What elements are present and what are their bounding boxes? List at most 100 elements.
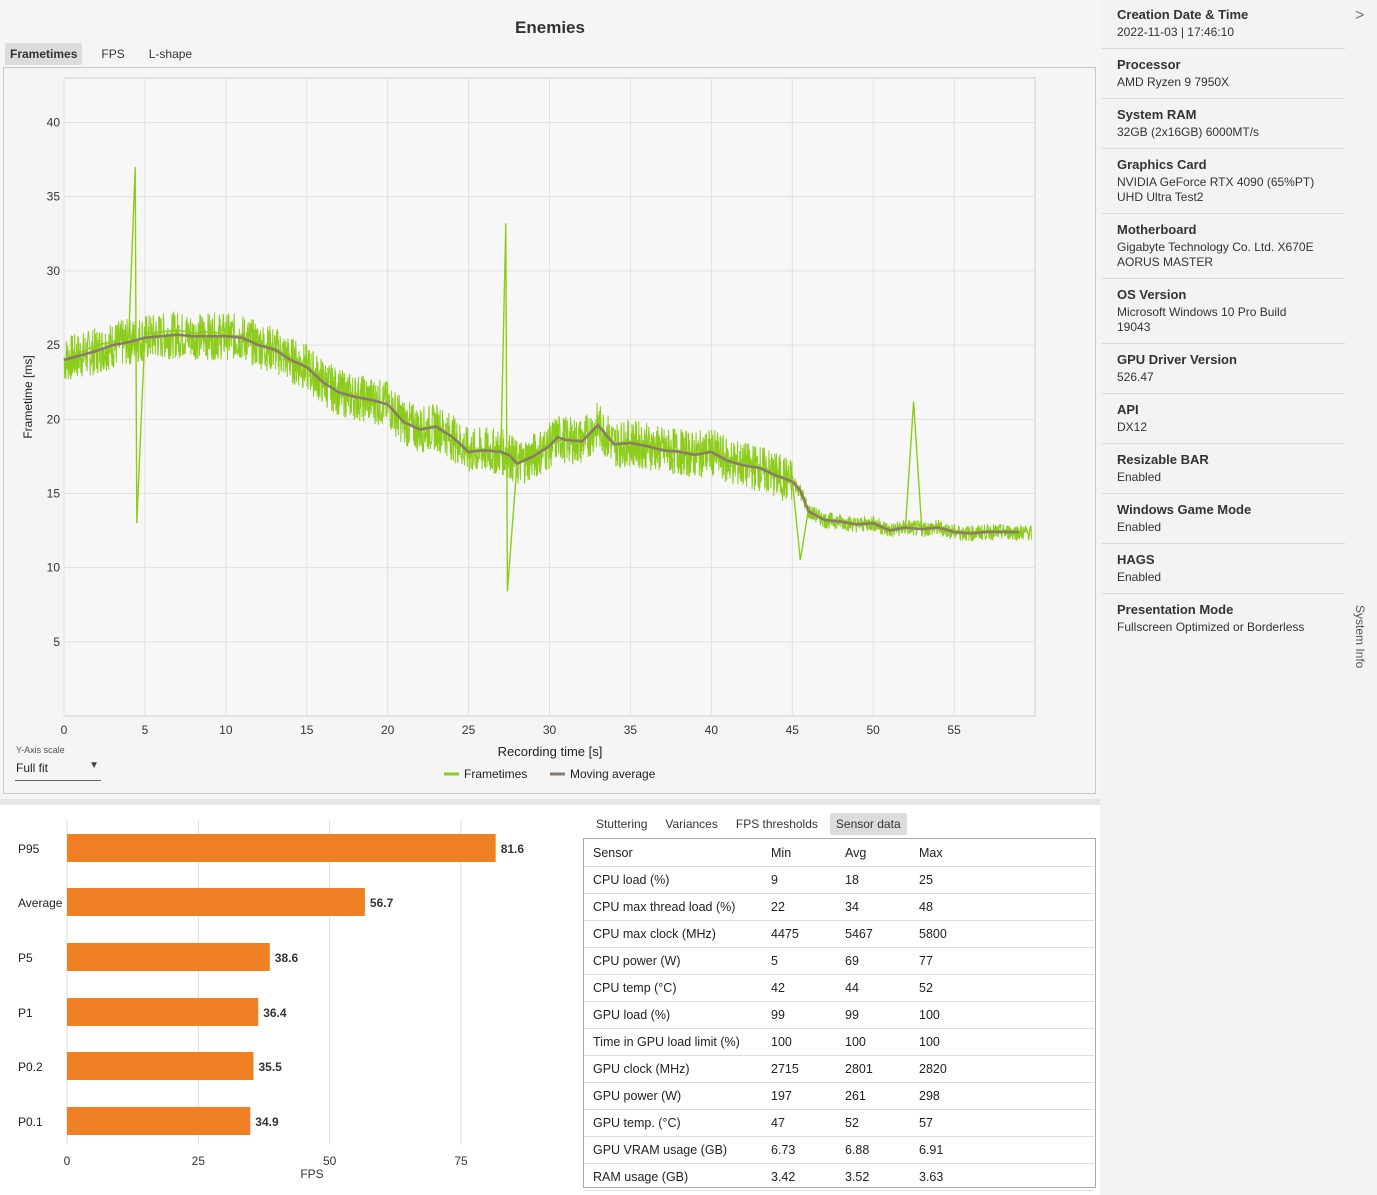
table-row: GPU VRAM usage (GB) 6.73 6.88 6.91 xyxy=(584,1136,1094,1164)
tab-variances[interactable]: Variances xyxy=(665,817,718,831)
table-cell: 2715 xyxy=(770,1055,844,1083)
bar-value-label: 38.6 xyxy=(275,951,299,965)
sensor-col-header[interactable]: Min xyxy=(770,839,844,867)
table-row: CPU load (%) 9 18 25 xyxy=(584,866,1094,894)
table-cell: 52 xyxy=(844,1109,918,1137)
system-info-item: Presentation Mode Fullscreen Optimized or… xyxy=(1102,595,1345,643)
table-cell: 9 xyxy=(770,866,844,894)
system-info-label: System RAM xyxy=(1117,107,1197,122)
table-cell: 2820 xyxy=(918,1055,1094,1083)
system-info-item: Motherboard Gigabyte Technology Co. Ltd. … xyxy=(1102,215,1345,279)
y-axis-scale-value: Full fit xyxy=(16,761,49,775)
table-cell: GPU temp. (°C) xyxy=(584,1109,770,1137)
y-axis-scale-select[interactable]: Full fit ▼ xyxy=(15,760,101,781)
table-cell: CPU temp (°C) xyxy=(584,974,770,1002)
table-cell: 100 xyxy=(844,1028,918,1056)
tab-l-shape[interactable]: L-shape xyxy=(148,47,193,61)
table-cell: 42 xyxy=(770,974,844,1002)
sensor-table: Sensor Min Avg Max CPU load (%) 9 18 25 CPU max… xyxy=(584,839,1094,1191)
x-tick-label: 45 xyxy=(786,723,800,737)
table-cell: 3.63 xyxy=(918,1163,1094,1191)
x-tick-label: 30 xyxy=(543,723,557,737)
tab-sensor-data[interactable]: Sensor data xyxy=(829,813,907,835)
system-info-value: Enabled xyxy=(1117,520,1162,534)
y-tick-label: 40 xyxy=(47,116,61,130)
table-cell: GPU clock (MHz) xyxy=(584,1055,770,1083)
chevron-down-icon: ▼ xyxy=(89,760,99,771)
table-cell: CPU max thread load (%) xyxy=(584,893,770,921)
system-info-value: Gigabyte Technology Co. Ltd. X670E AORUS… xyxy=(1117,240,1314,269)
table-cell: RAM usage (GB) xyxy=(584,1163,770,1191)
system-info-label: Presentation Mode xyxy=(1117,602,1234,617)
table-cell: 44 xyxy=(844,974,918,1002)
system-info-label: Graphics Card xyxy=(1117,157,1207,172)
system-info-value: Enabled xyxy=(1117,470,1162,484)
x-tick-label: 75 xyxy=(454,1154,468,1168)
x-tick-label: 55 xyxy=(947,723,961,737)
fps-bar xyxy=(67,998,259,1026)
x-tick-label: 50 xyxy=(866,723,880,737)
bar-category-label: P0.1 xyxy=(18,1115,43,1129)
table-cell: 18 xyxy=(844,866,918,894)
system-info-value: AMD Ryzen 9 7950X xyxy=(1117,75,1230,89)
system-info-value: 526.47 xyxy=(1117,370,1154,384)
table-cell: 52 xyxy=(918,974,1094,1002)
table-row: CPU temp (°C) 42 44 52 xyxy=(584,974,1094,1002)
bar-category-label: P0.2 xyxy=(18,1060,43,1074)
table-cell: 298 xyxy=(918,1082,1094,1110)
bar-value-label: 35.5 xyxy=(259,1060,283,1074)
y-tick-label: 10 xyxy=(47,561,61,575)
tab-stuttering[interactable]: Stuttering xyxy=(596,817,648,831)
tab-fps-thresholds[interactable]: FPS thresholds xyxy=(735,817,818,831)
table-cell: 99 xyxy=(770,1001,844,1029)
table-cell: 3.52 xyxy=(844,1163,918,1191)
fps-bar xyxy=(67,1107,251,1135)
table-cell: 5467 xyxy=(844,920,918,948)
y-axis-title: Frametime [ms] xyxy=(21,355,35,438)
chevron-right-icon[interactable]: > xyxy=(1355,7,1365,24)
tab-frametimes[interactable]: Frametimes xyxy=(5,43,83,65)
tab-fps[interactable]: FPS xyxy=(101,47,125,61)
sensor-col-header[interactable]: Avg xyxy=(844,839,918,867)
system-info-item: Processor AMD Ryzen 9 7950X xyxy=(1102,50,1345,99)
system-info-item: Windows Game Mode Enabled xyxy=(1102,495,1345,544)
sensor-col-header[interactable]: Max xyxy=(918,839,1094,867)
table-cell: CPU power (W) xyxy=(584,947,770,975)
table-cell: GPU power (W) xyxy=(584,1082,770,1110)
table-row: GPU power (W) 197 261 298 xyxy=(584,1082,1094,1110)
y-tick-label: 35 xyxy=(47,190,61,204)
table-cell: 6.73 xyxy=(770,1136,844,1164)
bar-value-label: 36.4 xyxy=(263,1006,287,1020)
sensor-table-header: Sensor Min Avg Max xyxy=(584,839,1094,867)
x-tick-label: 25 xyxy=(192,1154,206,1168)
x-tick-label: 0 xyxy=(64,1154,71,1168)
table-cell: 34 xyxy=(844,893,918,921)
table-cell: 2801 xyxy=(844,1055,918,1083)
sensor-col-header[interactable]: Sensor xyxy=(584,839,770,867)
table-cell: 25 xyxy=(918,866,1094,894)
system-info-label: GPU Driver Version xyxy=(1117,352,1237,367)
table-cell: 6.88 xyxy=(844,1136,918,1164)
x-axis-title: Recording time [s] xyxy=(498,744,603,759)
system-info-item: Creation Date & Time 2022-11-03 | 17:46:1… xyxy=(1102,0,1345,49)
fps-bar xyxy=(67,834,496,862)
system-info-value: NVIDIA GeForce RTX 4090 (65%PT) UHD Ultr… xyxy=(1117,175,1315,204)
x-tick-label: 5 xyxy=(142,723,149,737)
fps-bar xyxy=(67,1052,254,1080)
table-cell: 69 xyxy=(844,947,918,975)
bar-category-label: P1 xyxy=(18,1006,33,1020)
system-info-item: OS Version Microsoft Windows 10 Pro Build… xyxy=(1102,280,1345,344)
table-row: GPU load (%) 99 99 100 xyxy=(584,1001,1094,1029)
system-info-item: GPU Driver Version 526.47 xyxy=(1102,345,1345,394)
table-cell: 22 xyxy=(770,893,844,921)
table-row: GPU clock (MHz) 2715 2801 2820 xyxy=(584,1055,1094,1083)
table-cell: 100 xyxy=(770,1028,844,1056)
system-info-toggle[interactable]: System Info xyxy=(1353,605,1367,669)
table-cell: 48 xyxy=(918,893,1094,921)
table-cell: GPU VRAM usage (GB) xyxy=(584,1136,770,1164)
bar-value-label: 34.9 xyxy=(255,1115,279,1129)
system-info-item: Resizable BAR Enabled xyxy=(1102,445,1345,494)
x-tick-label: 10 xyxy=(219,723,233,737)
system-info-item: Graphics Card NVIDIA GeForce RTX 4090 (65… xyxy=(1102,150,1345,214)
